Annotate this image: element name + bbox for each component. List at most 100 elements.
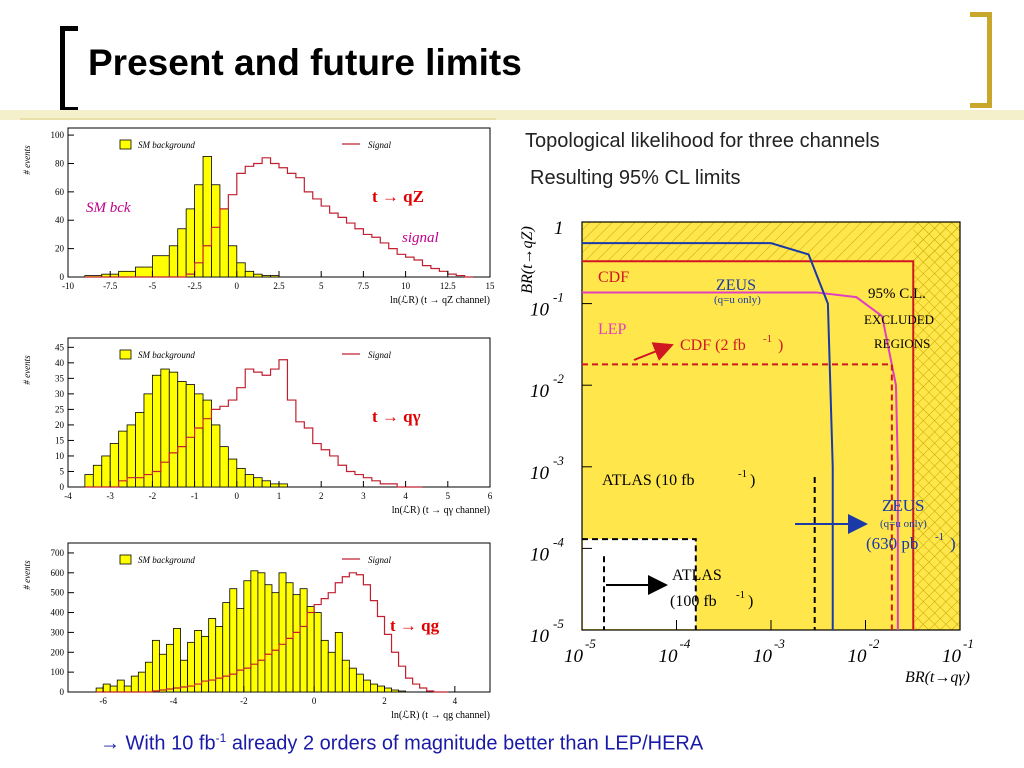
x-tick-label: 10 xyxy=(401,281,411,291)
y-tick-label: 0 xyxy=(60,272,65,282)
legend-sm-label: SM background xyxy=(138,555,195,565)
y-tick-label: 600 xyxy=(51,568,65,578)
sm-bar xyxy=(185,384,196,488)
x-tick-exponent: -4 xyxy=(680,636,691,651)
footer-text-post: already 2 orders of magnitude better tha… xyxy=(226,732,704,755)
x-tick-label: 1 xyxy=(277,491,282,501)
label-cdf2-end: ) xyxy=(778,337,783,354)
sm-bar xyxy=(116,679,125,693)
title-bracket-left xyxy=(60,26,78,112)
sm-bar xyxy=(123,685,132,693)
sm-bar xyxy=(194,393,204,488)
annotation-signal: signal xyxy=(402,230,439,246)
cdf-hatch-top xyxy=(582,222,960,262)
y-tick-label: 100 xyxy=(51,130,65,140)
y-tick-label: 15 xyxy=(55,435,65,445)
sm-bar xyxy=(229,588,238,693)
y-tick-exponent: -1 xyxy=(553,290,564,305)
sm-bar xyxy=(219,446,229,488)
y-tick-exponent: -3 xyxy=(553,453,564,468)
footer-text-pre: With 10 fb xyxy=(120,732,216,755)
sm-bar xyxy=(151,374,162,488)
arrow-icon: → xyxy=(100,732,120,755)
sm-bar xyxy=(278,483,288,488)
sm-bar xyxy=(201,635,210,693)
sm-bar xyxy=(271,592,280,693)
sm-bar xyxy=(160,368,170,488)
y-tick-label: 25 xyxy=(55,404,65,414)
channel-label: t → qγ xyxy=(372,407,421,426)
exclusion-plot: 110-110-210-310-410-510-510-410-310-210-… xyxy=(519,218,974,686)
label-cdf2-sup: -1 xyxy=(763,333,772,345)
sm-bar xyxy=(334,632,343,693)
sm-bar xyxy=(151,255,170,278)
x-tick-label: 3 xyxy=(361,491,366,501)
y-tick-label: 60 xyxy=(55,187,65,197)
y-tick-exponent: -2 xyxy=(553,371,564,386)
sm-bar xyxy=(348,667,357,693)
sm-bar xyxy=(84,474,94,488)
sm-bar xyxy=(250,570,259,693)
y-tick-exponent: -4 xyxy=(553,534,564,549)
legend-sm-swatch xyxy=(119,554,132,565)
sm-bar xyxy=(370,683,378,693)
x-tick-label: -10 xyxy=(62,281,74,291)
title-rule-accent xyxy=(20,118,496,120)
y-tick-label: 20 xyxy=(55,244,65,254)
sm-bar xyxy=(377,685,385,693)
sm-bar xyxy=(159,653,167,693)
y-tick-label: 10 xyxy=(530,544,550,565)
y-tick-label: 30 xyxy=(55,389,65,399)
sm-bar xyxy=(144,661,153,693)
sm-bar xyxy=(391,689,399,693)
x-tick-label: 10 xyxy=(753,646,773,667)
x-tick-label: -6 xyxy=(99,696,107,706)
slide-title: Present and future limits xyxy=(88,42,522,83)
sm-bar xyxy=(362,679,371,693)
y-tick-label: 700 xyxy=(51,548,65,558)
sm-bar xyxy=(202,155,212,278)
x-tick-label: 2 xyxy=(319,491,324,501)
legend-sm-swatch xyxy=(119,349,132,360)
sm-bar xyxy=(151,639,160,693)
signal-line xyxy=(96,572,448,693)
sm-bar xyxy=(202,399,212,488)
label-atlas10-sup: -1 xyxy=(738,468,747,480)
subtitle-limits: Resulting 95% CL limits xyxy=(530,167,741,189)
sm-bar xyxy=(135,412,145,488)
sm-bar xyxy=(227,245,238,278)
label-atlas100-b: (100 fb xyxy=(670,593,717,610)
sm-bar xyxy=(118,270,136,278)
sm-bar xyxy=(143,393,153,488)
x-tick-label: 2 xyxy=(382,696,387,706)
sm-bar xyxy=(270,483,280,488)
channel-label: t → qg xyxy=(390,616,440,635)
x-tick-label: 6 xyxy=(488,491,493,501)
label-atlas10-end: ) xyxy=(750,472,755,489)
label-cdf2: CDF (2 fb xyxy=(680,337,746,354)
sm-bar xyxy=(327,651,336,693)
x-tick-exponent: -5 xyxy=(585,636,596,651)
sm-bar xyxy=(219,208,229,278)
label-zeus630-a: ZEUS xyxy=(882,496,925,515)
sm-bar xyxy=(168,371,179,488)
sm-bar xyxy=(211,184,221,278)
y-axis-label: BR(t→qZ) xyxy=(519,226,536,294)
y-tick-label: 10 xyxy=(55,451,65,461)
series-line xyxy=(582,538,697,630)
sm-bar xyxy=(261,480,271,488)
sm-bar xyxy=(135,266,153,278)
y-tick-label: 200 xyxy=(51,647,65,657)
legend-sm-swatch xyxy=(119,139,132,150)
x-tick-label: -2 xyxy=(149,491,157,501)
y-tick-label: 10 xyxy=(530,300,550,321)
x-tick-exponent: -2 xyxy=(869,636,880,651)
sm-bar xyxy=(264,584,273,693)
x-axis-label: BR(t→qγ) xyxy=(905,669,970,686)
legend-sm-label: SM background xyxy=(138,350,195,360)
legend-signal-label: Signal xyxy=(368,555,392,565)
sm-bar xyxy=(208,618,217,693)
y-tick-label: 400 xyxy=(51,608,65,618)
x-tick-label: 10 xyxy=(659,646,679,667)
sm-bar xyxy=(227,458,238,488)
